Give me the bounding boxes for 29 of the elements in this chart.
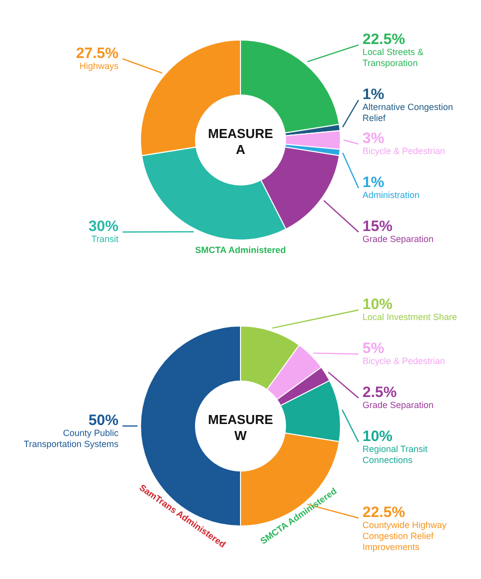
text: SMCTA Administered bbox=[195, 245, 286, 255]
data-label: 1% bbox=[362, 86, 384, 103]
slice-label: Countywide Highway Congestion Relief Improvements bbox=[362, 520, 448, 552]
slice-label: Transit bbox=[91, 234, 119, 244]
data-label: 27.5% bbox=[76, 44, 118, 62]
slice-label: Regional Transit Connections bbox=[362, 444, 428, 465]
data-label: 22.5% bbox=[362, 30, 406, 48]
slice-label: Local Investment Share bbox=[362, 312, 458, 322]
data-label: 22.5% bbox=[362, 504, 406, 521]
data-label: 10% bbox=[362, 296, 393, 313]
slice-label: County Public Transportation Systems bbox=[24, 428, 119, 449]
slice-label: Highways bbox=[79, 60, 119, 71]
data-label: 1% bbox=[362, 174, 384, 191]
slice-label: Grade Separation bbox=[362, 400, 434, 410]
data-label: 10% bbox=[362, 428, 393, 445]
data-label: 15% bbox=[362, 218, 393, 235]
slice-label: Bicycle & Pedestrian bbox=[362, 356, 446, 366]
slice-label: Alternative Congestion Relief bbox=[362, 102, 454, 123]
data-label: 3% bbox=[362, 130, 384, 147]
data-label: 5% bbox=[362, 340, 384, 357]
slice-label: Bicycle & Pedestrian bbox=[362, 146, 446, 156]
text: MEASURE W bbox=[208, 412, 274, 443]
slice-label: Local Streets & Transporation bbox=[362, 46, 424, 68]
data-label: 50% bbox=[88, 412, 118, 429]
slice-label: Grade Separation bbox=[362, 234, 434, 244]
data-label: 30% bbox=[88, 218, 118, 235]
slice-label: Administration bbox=[362, 190, 420, 200]
text: MEASURE A bbox=[208, 126, 274, 157]
data-label: 2.5% bbox=[362, 384, 397, 401]
